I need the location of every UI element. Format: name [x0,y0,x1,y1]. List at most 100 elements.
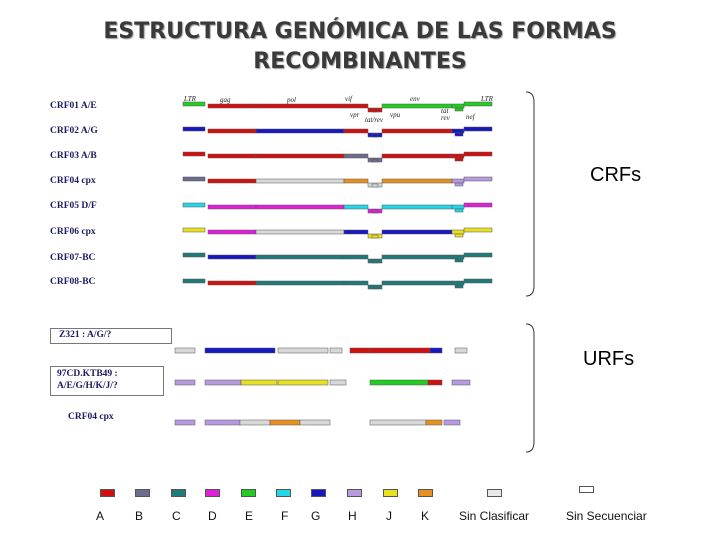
accessory-gene [454,233,464,238]
urf-row-label: CRF04 cpx [68,412,114,422]
crf-row-label: CRF02 A/G [50,126,98,136]
genome-segment [451,153,465,159]
genome-segment [381,254,453,260]
genome-segment [207,128,257,134]
gene-label-tat-rev: tat/rev [365,116,384,124]
legend-label-j: J [386,509,392,523]
gene-label-ltr: LTR [481,95,493,103]
genome-segment [381,178,453,184]
urf-genome-segment [174,379,196,386]
urf-genome-segment [240,379,278,386]
urf-genome-segment [369,347,431,354]
genome-segment [343,254,369,260]
accessory-gene [371,234,379,239]
accessory-gene [454,284,464,289]
legend-swatch-unclassified [487,489,502,497]
gene-label-pol: pol [287,96,296,104]
genome-segment [343,280,369,286]
legend-swatch-c [171,489,186,497]
genome-segment [255,153,345,159]
gene-label-env: env [410,95,420,103]
crfs-tag: CRFs [590,164,642,186]
urf-genome-segment [277,347,329,354]
crf-row-label: CRF07-BC [50,253,96,263]
accessory-gene [454,132,464,137]
urf-row-label-line2: A/E/G/H/K/J/? [57,381,118,391]
genome-segment [343,229,369,235]
legend-label-c: C [172,509,181,523]
genome-segment [451,103,465,109]
genome-segment [207,204,257,210]
genome-segment [207,103,257,109]
gene-label-vpr: vpr [350,111,360,119]
genome-segment [451,178,465,184]
legend-swatch-a [100,489,115,497]
genome-segment [381,153,453,159]
urf-genome-segment [429,347,443,354]
accessory-gene [454,107,464,112]
crf-row-label: CRF08-BC [50,277,96,287]
urf-label-box: 97CD.KTB49 : A/E/G/H/K/J/? [50,366,164,396]
urf-genome-segment [329,379,347,386]
genome-segment [343,178,369,184]
genome-segment [207,280,257,286]
legend-swatch-e [241,489,256,497]
genome-segment [182,278,206,284]
genome-segment [207,153,257,159]
genome-segment [463,176,493,182]
genome-segment [381,204,453,210]
genome-segment [463,278,493,284]
legend-label-e: E [245,509,254,523]
genome-segment [463,252,493,258]
genome-segment [343,204,369,210]
legend-label-b: B [135,509,144,523]
urf-genome-segment [329,347,343,354]
accessory-gene [454,157,464,162]
genome-segment [182,252,206,258]
urf-genome-segment [369,419,427,426]
legend-swatch-d [205,489,220,497]
genome-segment [255,280,345,286]
gene-label-ltr: LTR [184,95,196,103]
urf-genome-segment [299,419,331,426]
legend-swatch-unsequenced [579,486,594,493]
accessory-gene [371,285,379,290]
legend-swatch-h [347,489,362,497]
urf-label-box: Z321 : A/G/? [50,328,172,344]
legend-swatch-g [311,489,326,497]
accessory-gene [454,258,464,263]
crf-row-label: CRF03 A/B [50,151,97,161]
genome-segment [451,254,465,260]
gene-label-vpu: vpu [390,111,401,119]
urf-genome-segment [269,419,301,426]
genome-segment [451,204,465,210]
genome-segment [463,227,493,233]
gene-label-tat: tat [441,107,449,115]
genome-segment [255,204,345,210]
genome-segment [343,153,369,159]
legend-label-unclassified: Sin Clasificar [459,509,530,523]
legend-label-a: A [96,509,105,523]
legend-label-k: K [421,509,430,523]
genome-segment [463,126,493,132]
genome-segment [381,229,453,235]
legend-label-h: H [348,509,357,523]
accessory-gene [454,182,464,187]
genome-segment [207,178,257,184]
legend-label-unsequenced: Sin Secuenciar [566,509,647,523]
urf-genome-segment [454,347,468,354]
gene-label-rev: rev [441,114,450,122]
page-title-line2: RECOMBINANTES [253,49,467,74]
gene-label-gag: gag [220,96,231,104]
crfs-bracket [525,91,535,297]
urf-genome-segment [369,379,429,386]
legend-swatch-k [418,489,433,497]
urfs-bracket [525,323,535,453]
urf-row-label-line1: 97CD.KTB49 : [57,369,118,379]
legend-label-g: G [311,509,321,523]
urf-genome-segment [277,379,329,386]
genome-segment [182,176,206,182]
genome-segment [255,128,345,134]
genome-segment [255,229,345,235]
